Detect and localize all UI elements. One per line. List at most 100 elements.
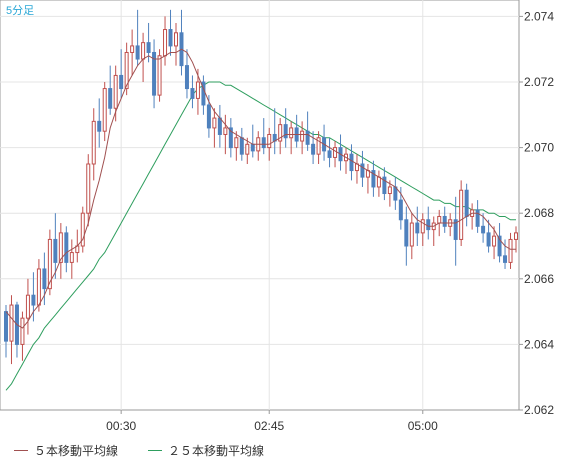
candle-body-up: [420, 219, 425, 234]
candle-body-down: [228, 127, 233, 149]
candle-body-up: [174, 32, 178, 47]
candle-body-up: [163, 29, 168, 57]
candle-body-up: [141, 42, 146, 60]
candle-body-up: [289, 127, 294, 139]
x-tick-label: 02:45: [254, 419, 284, 433]
candle-body-up: [376, 176, 381, 188]
candle-body-down: [190, 88, 195, 99]
candle-body-up: [36, 268, 41, 306]
candle-body-down: [305, 130, 310, 145]
candle-body-up: [492, 235, 497, 247]
candle-body-up: [195, 81, 200, 99]
candle-body-down: [283, 124, 288, 139]
legend-item-ma5: ５本移動平均線: [14, 442, 118, 459]
candle-body-down: [217, 117, 222, 135]
ma25-line: [5, 81, 516, 391]
candle-body-up: [245, 143, 250, 155]
candle-body-down: [398, 199, 403, 221]
candle-body-up: [157, 55, 162, 96]
candle-body-up: [278, 124, 283, 142]
candle-body-up: [333, 147, 338, 158]
candle-body-up: [9, 304, 14, 342]
candle-body-up: [459, 189, 464, 240]
x-axis-ticks: 00:30 02:45 05:00: [106, 419, 438, 433]
candle-body-down: [475, 209, 480, 227]
ma25-layer: [5, 81, 516, 391]
candle-body-down: [360, 163, 365, 178]
candle-body-down: [464, 189, 469, 217]
ma5-layer: [5, 48, 516, 329]
candle-body-down: [4, 311, 8, 342]
candle-body-up: [316, 137, 321, 155]
y-tick-label: 2.068: [524, 206, 554, 220]
candle-body-down: [442, 215, 447, 227]
candle-body-up: [86, 163, 91, 214]
candle-body-down: [152, 51, 157, 96]
candle-body-down: [97, 120, 102, 132]
candle-body-up: [91, 120, 96, 165]
plot-area: [0, 0, 520, 411]
y-tick-label: 2.072: [524, 75, 554, 89]
candle-body-down: [311, 143, 316, 155]
candlestick-chart: 2.062 2.064 2.066 2.068 2.070 2.072 2.074 00:3…: [0, 0, 554, 433]
candle-body-down: [42, 268, 47, 290]
candle-body-up: [300, 130, 305, 142]
candle-body-down: [327, 150, 332, 158]
candle-body-down: [481, 225, 486, 234]
candle-body-up: [47, 238, 52, 290]
candle-body-down: [503, 255, 508, 263]
candle-body-down: [486, 232, 491, 247]
y-tick-label: 2.070: [524, 141, 554, 155]
candle-body-down: [184, 65, 189, 90]
candle-body-down: [382, 176, 387, 195]
candle-body-up: [124, 51, 129, 90]
candle-body-up: [387, 186, 392, 195]
candle-body-up: [267, 133, 272, 149]
candle-body-up: [69, 252, 74, 263]
candle-body-up: [25, 294, 30, 319]
candle-body-up: [223, 127, 228, 135]
x-tick-label: 00:30: [106, 419, 136, 433]
candle-body-down: [119, 74, 124, 90]
candle-body-down: [371, 170, 376, 188]
y-tick-label: 2.074: [524, 9, 554, 23]
candle-body-up: [514, 232, 518, 240]
candle-body-down: [108, 88, 113, 109]
candle-body-up: [437, 215, 442, 224]
candle-body-down: [135, 45, 140, 60]
x-tick-label: 05:00: [408, 419, 438, 433]
candle-body-down: [168, 29, 173, 47]
candle-body-down: [415, 222, 420, 234]
candle-body-down: [146, 42, 151, 53]
candle-body-down: [349, 153, 354, 172]
candle-body-down: [261, 137, 266, 149]
y-axis-ticks: 2.062 2.064 2.066 2.068 2.070 2.072 2.074: [524, 9, 554, 417]
candle-body-down: [239, 137, 244, 155]
chart-title: 5分足: [6, 4, 34, 17]
candle-body-down: [64, 232, 69, 263]
legend-label-ma25: ２５本移動平均線: [168, 444, 265, 458]
legend-label-ma5: ５本移動平均線: [34, 444, 119, 458]
candle-body-up: [102, 88, 107, 132]
candle-body-up: [20, 317, 25, 345]
legend: ５本移動平均線 ２５本移動平均線: [0, 438, 574, 462]
candle-body-down: [453, 219, 458, 240]
candle-body-up: [409, 222, 414, 247]
candle-body-up: [130, 45, 135, 53]
y-tick-label: 2.062: [524, 403, 554, 417]
candle-body-up: [508, 238, 513, 263]
candle-body-down: [206, 104, 211, 129]
y-tick-label: 2.064: [524, 337, 554, 351]
ma25-legend-swatch: [148, 450, 162, 451]
candle-body-down: [250, 143, 255, 152]
candle-body-up: [113, 74, 118, 109]
candle-body-down: [404, 219, 409, 247]
candle-body-up: [80, 212, 85, 247]
candle-body-down: [426, 219, 431, 231]
candle-body-down: [53, 238, 58, 263]
ma5-line: [5, 48, 516, 329]
candle-body-up: [212, 117, 217, 129]
legend-item-ma25: ２５本移動平均線: [148, 442, 264, 459]
candle-body-up: [58, 232, 63, 263]
y-tick-label: 2.066: [524, 272, 554, 286]
